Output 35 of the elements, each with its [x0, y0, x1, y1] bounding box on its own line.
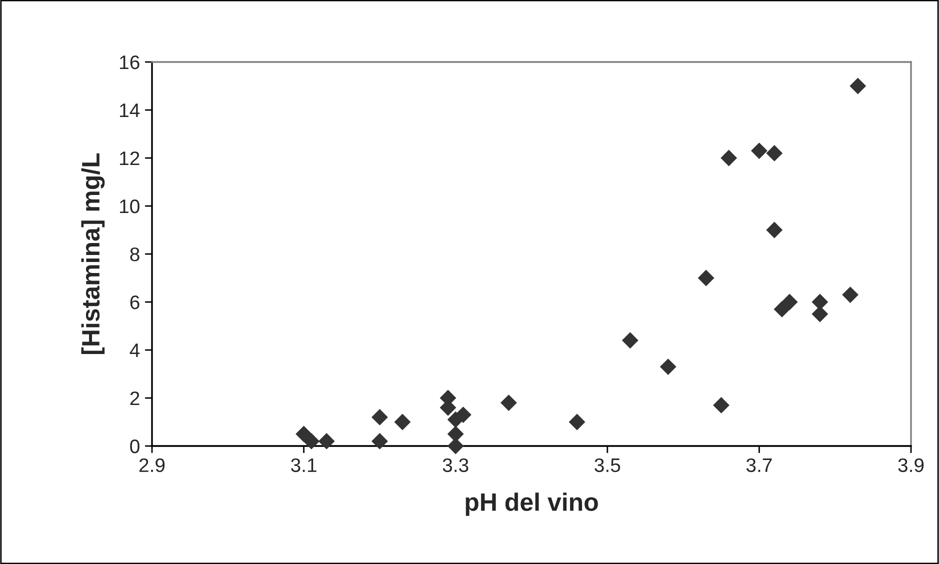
x-axis-title: pH del vino	[466, 492, 598, 516]
y-tick-label: 6	[130, 295, 140, 310]
y-tick-label: 2	[130, 391, 140, 406]
y-tick-label: 16	[120, 55, 140, 70]
point	[394, 414, 411, 430]
point	[318, 432, 335, 450]
x-tick-label: 3.3	[442, 458, 468, 472]
x-tick-label: 3.9	[898, 458, 924, 472]
y-tick-label: 4	[130, 344, 140, 358]
point	[568, 414, 586, 430]
y-axis-title: [Histamina] mg/L	[81, 153, 105, 354]
point	[660, 358, 676, 376]
point	[303, 432, 320, 450]
point	[371, 408, 388, 426]
x-tick-label: 3.7	[746, 458, 772, 472]
point	[850, 78, 866, 94]
point	[698, 270, 714, 286]
y-tick-label: 8	[130, 247, 140, 262]
point	[842, 286, 858, 304]
point	[750, 142, 768, 160]
point	[371, 432, 388, 450]
y-tick-label: 12	[120, 151, 140, 166]
x-tick-label: 3.1	[291, 458, 316, 472]
point	[713, 396, 730, 414]
point	[781, 294, 798, 310]
y-tick-label: 10	[120, 199, 140, 214]
x-tick-label: 3.5	[594, 458, 620, 472]
point	[766, 144, 783, 162]
y-tick-label: 14	[120, 104, 140, 118]
point	[622, 332, 638, 349]
point	[766, 222, 783, 238]
x-tick-label: 2.9	[139, 458, 165, 472]
point	[500, 394, 517, 412]
point	[720, 150, 738, 166]
y-tick-label: 0	[130, 439, 140, 454]
